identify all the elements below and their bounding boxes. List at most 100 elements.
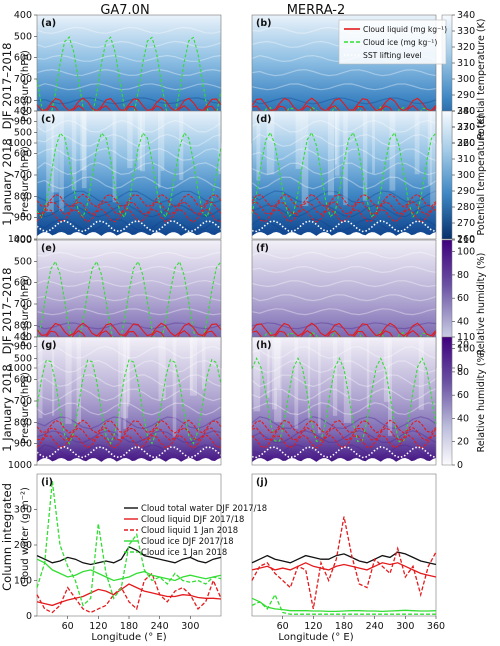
colorbar-tick-label: 100 [457, 247, 475, 258]
contour-line [251, 416, 437, 430]
contour-line [251, 190, 437, 204]
colorbar-tick-label: 100 [457, 344, 475, 355]
line-panel-frame [251, 473, 437, 617]
colorbar-tick-label: 290 [457, 90, 475, 101]
colorbar-tick-label: 330 [457, 26, 475, 37]
contour-line [36, 54, 222, 62]
streak [267, 337, 270, 398]
streak [201, 337, 206, 390]
pressure-tick-label: 700 [14, 396, 32, 407]
colorbar-tick-label: 330 [457, 122, 475, 133]
colorbar-gradient [441, 110, 453, 240]
pressure-tick-label: 500 [14, 353, 32, 364]
streak [318, 337, 321, 434]
cloud-liquid-contour [251, 208, 437, 223]
colorbar-tick-label: 0 [457, 363, 463, 374]
pressure-tick-label: 600 [14, 149, 32, 160]
streak [59, 111, 64, 212]
streak [362, 111, 368, 202]
streak [272, 337, 277, 410]
y-tick-label: 300 [14, 505, 32, 516]
streak [366, 337, 370, 409]
contour-line [36, 374, 222, 388]
row-title-5: Column integrated [0, 483, 14, 591]
contour-line [251, 294, 437, 302]
panel-letter: (h) [256, 340, 271, 351]
streak [418, 337, 424, 410]
streak [388, 337, 392, 436]
streak [172, 337, 177, 438]
streak [301, 111, 309, 207]
colorbar-tick-label: 80 [457, 270, 469, 281]
colorbar-label: Relative humidity (%) [476, 350, 487, 453]
streak [307, 337, 311, 419]
pressure-tick-label: 800 [14, 95, 32, 106]
contour-line [36, 430, 222, 444]
pressure-tick-label: 1000 [8, 234, 32, 245]
cloud-liquid-contour [36, 97, 222, 112]
streak [137, 111, 142, 171]
streak [383, 337, 390, 402]
contour-line [251, 265, 437, 274]
surface-mask [37, 458, 221, 465]
panel-letter: (b) [256, 18, 271, 29]
column-title-ga7: GA7.0N [100, 3, 149, 18]
series-line [36, 481, 222, 607]
row-title-1: DJF 2017–2018 [0, 43, 14, 130]
contour-line [251, 402, 437, 416]
colorbar-tick-label: 260 [457, 138, 475, 149]
colorbar-tick-label: 310 [457, 154, 475, 165]
heatmap-background [37, 111, 221, 239]
x-tick-label: 60 [277, 621, 289, 632]
streak [256, 111, 261, 181]
streak [389, 111, 396, 191]
colorbar-tick-label: 110 [457, 235, 475, 246]
pressure-tick-label: 800 [14, 191, 32, 202]
streak [52, 337, 55, 416]
panel-g: (g) 400 500 600 700 800 900 1000 [8, 332, 222, 471]
streak [81, 111, 87, 189]
streak [118, 337, 121, 439]
contour-line [251, 97, 437, 105]
contour-line [36, 388, 222, 402]
x-tick-label: 120 [304, 621, 322, 632]
cloud-liquid-contour [251, 427, 437, 442]
streak [274, 337, 282, 423]
contour-line [251, 388, 437, 402]
pressure-tick-label: 400 [14, 106, 32, 117]
cloud-ice-contour [36, 358, 222, 445]
line-panel-frame [36, 473, 222, 617]
streak [332, 337, 338, 416]
panel-c: (c) 400 500 600 700 800 900 1000 [8, 106, 224, 245]
contour-line [251, 119, 437, 133]
cloud-liquid-contour [251, 201, 437, 216]
panel-d: (d) [251, 110, 438, 240]
pressure-tick-label: 400 [14, 10, 32, 21]
contour-line [36, 359, 222, 373]
streak [295, 111, 303, 169]
pressure-tick-label: 900 [14, 117, 32, 128]
pressure-label-c: Pressure (hPa) [20, 146, 31, 218]
pressure-label-e: Pressure (hPa) [20, 275, 31, 347]
streak [430, 111, 438, 207]
x-tick-label: 360 [427, 621, 445, 632]
contour-line [36, 251, 222, 259]
contour-line [36, 190, 222, 204]
sst-lifting-level [251, 446, 437, 459]
surface-mask [252, 232, 436, 239]
cloud-liquid-contour [36, 427, 222, 442]
panel-letter: (i) [41, 477, 53, 488]
contour-line [251, 176, 437, 190]
series-line [251, 593, 436, 615]
contour-line [36, 26, 222, 34]
colorbar-tick-label: 310 [457, 58, 475, 69]
x-tick-label: 120 [89, 621, 107, 632]
legend-i: Cloud total water DJF 2017/18 Cloud liqu… [124, 503, 267, 557]
streak [372, 111, 375, 174]
colorbar-tick-label: 270 [457, 218, 475, 229]
pressure-tick-label: 700 [14, 170, 32, 181]
